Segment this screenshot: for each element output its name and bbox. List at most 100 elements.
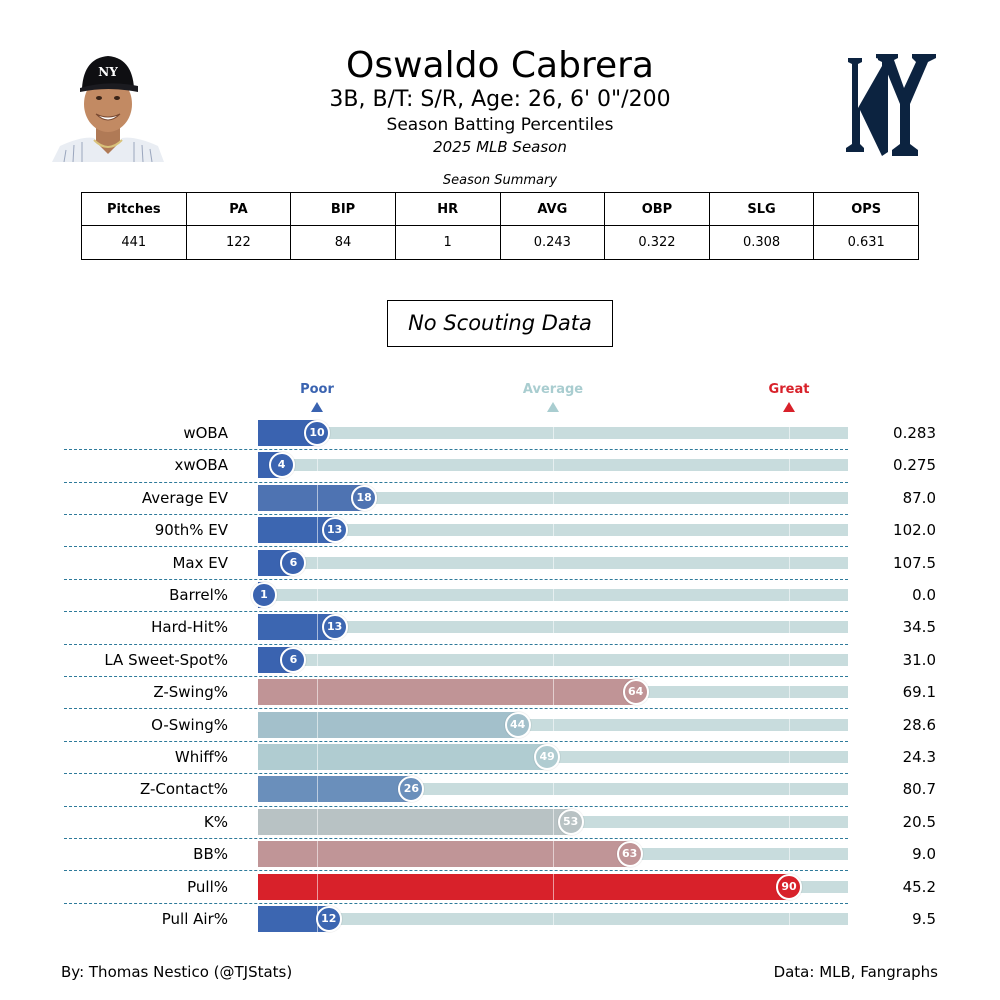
summary-header-cell: SLG xyxy=(708,192,815,226)
summary-header-cell: OBP xyxy=(604,192,710,226)
row-separator xyxy=(64,449,848,451)
summary-title: Season Summary xyxy=(442,173,558,188)
reference-gridline xyxy=(789,744,790,770)
row-separator xyxy=(64,740,848,742)
source-text: Data: MLB, Fangraphs xyxy=(773,963,938,981)
percentile-marker: 13 xyxy=(321,517,348,544)
reference-gridline xyxy=(317,549,318,576)
metric-value: 102.0 xyxy=(893,521,936,540)
summary-header-cell: PA xyxy=(185,192,292,226)
summary-value-cell: 441 xyxy=(81,225,187,260)
reference-gridline xyxy=(789,776,790,803)
percentile-marker: 90 xyxy=(776,873,802,900)
percentile-marker: 10 xyxy=(304,420,330,446)
percentile-marker: 44 xyxy=(504,711,531,738)
summary-value-cell: 1 xyxy=(394,225,501,260)
summary-value-cell: 0.308 xyxy=(708,225,815,260)
metric-label: 90th% EV xyxy=(154,521,228,540)
season-label: 2025 MLB Season xyxy=(433,138,567,156)
reference-gridline xyxy=(317,711,318,738)
metric-label: wOBA xyxy=(183,424,228,442)
reference-gridline xyxy=(317,484,318,511)
percentile-bar xyxy=(258,484,365,511)
reference-gridline xyxy=(553,776,554,803)
reference-gridline xyxy=(789,549,790,576)
percentile-marker: 4 xyxy=(268,452,295,479)
reference-gridline xyxy=(553,906,554,932)
reference-gridline xyxy=(317,582,318,608)
metric-label: Barrel% xyxy=(169,586,228,604)
yankees-logo xyxy=(846,54,936,156)
reference-gridline xyxy=(553,841,554,868)
percentile-marker: 1 xyxy=(250,582,277,608)
row-separator xyxy=(64,643,848,645)
reference-gridline xyxy=(553,549,554,576)
row-separator xyxy=(64,708,848,710)
metric-label: Z-Swing% xyxy=(153,683,228,702)
summary-value-cell: 0.322 xyxy=(604,225,710,260)
summary-value-cell: 84 xyxy=(290,225,396,260)
percentile-marker: 26 xyxy=(398,776,425,803)
player-headshot: NY xyxy=(52,50,164,162)
reference-gridline xyxy=(317,614,318,641)
reference-gridline xyxy=(789,582,790,608)
svg-text:NY: NY xyxy=(98,65,118,79)
summary-value-cell: 0.243 xyxy=(499,225,606,260)
reference-gridline xyxy=(789,452,790,479)
reference-gridline xyxy=(789,711,790,738)
row-separator xyxy=(64,902,848,904)
metric-label: LA Sweet-Spot% xyxy=(104,650,228,669)
reference-gridline xyxy=(789,517,790,544)
metric-value: 31.0 xyxy=(902,650,936,669)
scouting-note: No Scouting Data xyxy=(387,300,613,347)
metric-value: 80.7 xyxy=(902,780,936,799)
reference-gridline xyxy=(553,614,554,641)
reference-gridline xyxy=(317,679,318,706)
reference-gridline xyxy=(789,646,790,673)
metric-value: 107.5 xyxy=(893,553,936,572)
metric-label: Hard-Hit% xyxy=(151,618,228,637)
player-name: Oswaldo Cabrera xyxy=(346,45,654,86)
reference-gridline xyxy=(317,452,318,479)
percentile-bar xyxy=(258,776,412,803)
metric-label: Max EV xyxy=(172,553,228,572)
percentile-marker: 6 xyxy=(280,549,307,576)
reference-gridline xyxy=(317,808,318,835)
percentile-marker: 63 xyxy=(616,841,643,868)
percentile-marker: 18 xyxy=(351,484,378,511)
average-arrow-icon xyxy=(547,402,559,412)
metric-value: 34.5 xyxy=(902,618,936,637)
row-separator xyxy=(64,578,848,580)
row-separator xyxy=(64,805,848,807)
metric-value: 0.283 xyxy=(893,424,936,442)
metric-label: K% xyxy=(203,812,228,831)
metric-label: Average EV xyxy=(141,488,228,507)
summary-header-cell: OPS xyxy=(813,192,919,226)
row-separator xyxy=(64,676,848,677)
metric-value: 9.0 xyxy=(912,845,936,864)
metric-label: Pull% xyxy=(187,877,228,896)
metric-value: 69.1 xyxy=(902,683,936,702)
row-separator xyxy=(64,611,848,613)
summary-value-cell: 0.631 xyxy=(813,225,919,260)
row-separator xyxy=(64,870,848,872)
metric-label: xwOBA xyxy=(174,456,228,475)
metric-label: BB% xyxy=(193,845,228,864)
metric-value: 45.2 xyxy=(902,877,936,896)
scale-great-label: Great xyxy=(768,382,810,397)
percentile-bar xyxy=(258,873,789,900)
percentile-bar xyxy=(258,808,571,835)
percentile-bar xyxy=(258,841,630,868)
metric-label: Whiff% xyxy=(174,748,228,766)
metric-label: O-Swing% xyxy=(151,715,228,734)
row-separator xyxy=(64,546,848,548)
row-separator xyxy=(64,773,848,775)
percentile-marker: 12 xyxy=(315,906,342,932)
metric-label: Z-Contact% xyxy=(139,780,228,799)
percentile-marker: 13 xyxy=(321,614,348,641)
percentile-bar xyxy=(258,711,518,738)
summary-value-cell: 122 xyxy=(185,225,292,260)
reference-gridline xyxy=(789,808,790,835)
great-arrow-icon xyxy=(783,402,795,412)
percentile-marker: 49 xyxy=(534,744,561,770)
